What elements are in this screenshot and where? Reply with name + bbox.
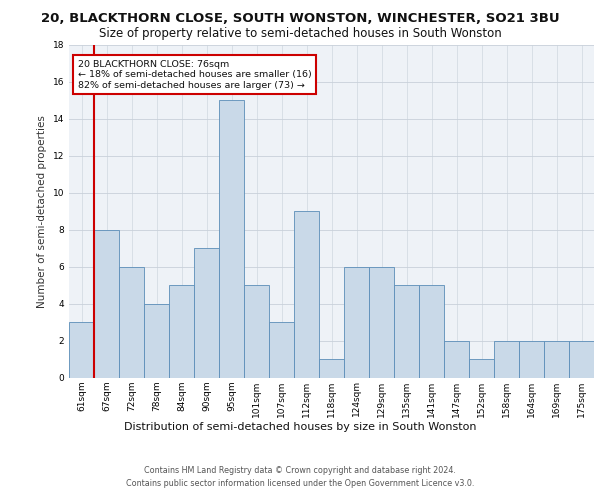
Text: 20, BLACKTHORN CLOSE, SOUTH WONSTON, WINCHESTER, SO21 3BU: 20, BLACKTHORN CLOSE, SOUTH WONSTON, WIN… [41, 12, 559, 26]
Bar [394, 285, 419, 378]
Bar [569, 340, 594, 378]
Bar [119, 266, 144, 378]
Bar [219, 100, 244, 378]
Bar [94, 230, 119, 378]
Bar [444, 340, 469, 378]
Bar [294, 211, 319, 378]
Text: Distribution of semi-detached houses by size in South Wonston: Distribution of semi-detached houses by … [124, 422, 476, 432]
Bar [244, 285, 269, 378]
Text: 20 BLACKTHORN CLOSE: 76sqm
← 18% of semi-detached houses are smaller (16)
82% of: 20 BLACKTHORN CLOSE: 76sqm ← 18% of semi… [78, 60, 311, 90]
Bar [169, 285, 194, 378]
Y-axis label: Number of semi-detached properties: Number of semi-detached properties [37, 115, 47, 308]
Text: Contains HM Land Registry data © Crown copyright and database right 2024.
Contai: Contains HM Land Registry data © Crown c… [126, 466, 474, 487]
Bar [519, 340, 544, 378]
Text: Size of property relative to semi-detached houses in South Wonston: Size of property relative to semi-detach… [98, 28, 502, 40]
Bar [269, 322, 294, 378]
Bar [69, 322, 94, 378]
Bar [369, 266, 394, 378]
Bar [544, 340, 569, 378]
Bar [344, 266, 369, 378]
Bar [494, 340, 519, 378]
Bar [469, 359, 494, 378]
Bar [319, 359, 344, 378]
Bar [194, 248, 219, 378]
Bar [144, 304, 169, 378]
Bar [419, 285, 444, 378]
